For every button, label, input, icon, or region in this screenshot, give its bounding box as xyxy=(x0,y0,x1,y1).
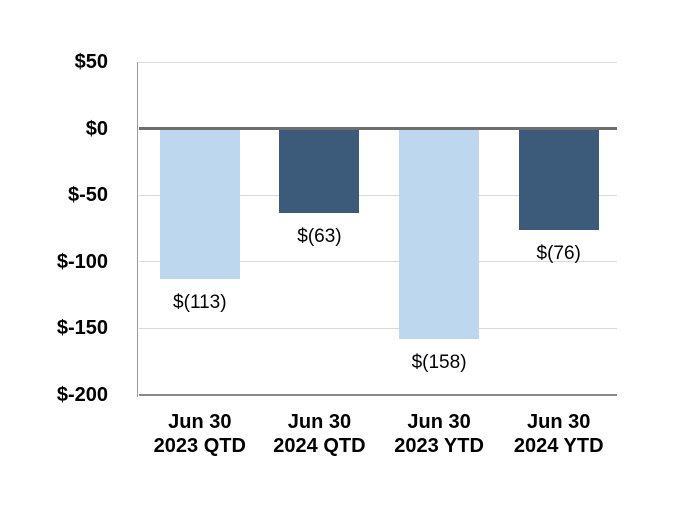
bar-value-label: $(113) xyxy=(173,292,227,314)
bar xyxy=(159,128,240,280)
x-category-label-line2: 2024 YTD xyxy=(513,435,604,457)
y-tick-label: $-100 xyxy=(56,250,108,273)
x-category-label-line1: Jun 30 xyxy=(168,411,232,433)
gridline xyxy=(138,194,617,196)
x-category-label: Jun 30 2023 YTD xyxy=(364,410,514,458)
bar xyxy=(399,128,480,340)
x-category-label-line1: Jun 30 xyxy=(287,411,352,433)
x-category-label: Jun 30 2024 QTD xyxy=(244,410,394,458)
gridline xyxy=(138,261,617,263)
bar xyxy=(518,128,599,230)
x-category-label-line2: 2024 QTD xyxy=(273,435,366,457)
bar-value-label: $(63) xyxy=(297,225,342,247)
bar xyxy=(279,128,360,213)
x-category-label-line2: 2023 QTD xyxy=(153,435,246,457)
x-category-label: Jun 30 2023 QTD xyxy=(125,410,275,458)
x-category-label-line1: Jun 30 xyxy=(407,411,471,433)
gridline xyxy=(138,61,617,63)
y-tick-label: $0 xyxy=(85,117,108,140)
y-tick-label: $50 xyxy=(74,51,108,73)
bar-value-label: $(76) xyxy=(536,242,581,264)
x-category-label-line1: Jun 30 xyxy=(527,411,591,433)
x-category-label-line2: 2023 YTD xyxy=(394,435,484,457)
y-axis-line xyxy=(136,62,139,397)
x-category-label: Jun 30 2024 YTD xyxy=(484,410,634,458)
y-tick-label: $-150 xyxy=(56,317,108,340)
gridline xyxy=(138,327,617,329)
y-tick-label: $-200 xyxy=(56,384,108,406)
bar-value-label: $(158) xyxy=(411,352,467,374)
zero-axis-line xyxy=(138,127,617,130)
y-tick-label: $-50 xyxy=(67,184,108,207)
x-axis-line xyxy=(138,393,617,396)
